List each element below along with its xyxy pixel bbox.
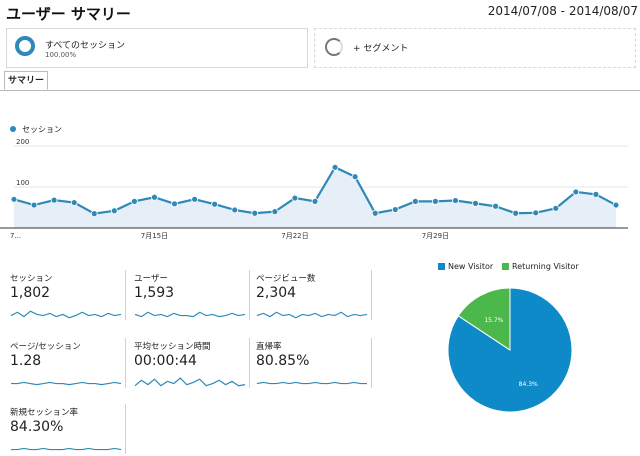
x-tick-label: 7月22日 — [281, 232, 308, 240]
metric-divider — [371, 270, 372, 320]
sessions-point[interactable] — [612, 201, 620, 209]
add-segment-button[interactable]: + セグメント — [314, 28, 636, 68]
y-tick-label: 100 — [16, 179, 29, 187]
metric-sparkline — [134, 377, 246, 387]
new-visitor-legend-swatch — [438, 263, 445, 270]
sessions-area — [14, 167, 616, 228]
x-tick-label: 7月15日 — [141, 232, 168, 240]
sessions-point[interactable] — [251, 209, 259, 217]
sessions-point[interactable] — [30, 201, 38, 209]
segment-all-sessions[interactable]: すべてのセッション 100.00% — [6, 28, 308, 68]
metric-sparkline — [11, 447, 122, 451]
metric-divider — [371, 338, 372, 388]
metric-sparkline — [10, 310, 122, 319]
sessions-point[interactable] — [331, 163, 339, 171]
sessions-point[interactable] — [191, 195, 199, 203]
sessions-point[interactable] — [311, 197, 319, 205]
metric-divider — [125, 270, 126, 320]
sessions-point[interactable] — [472, 200, 479, 207]
metric-label: ユーザー — [134, 274, 168, 284]
sessions-point[interactable] — [110, 207, 118, 215]
metric-sparkline — [11, 381, 122, 386]
metric-label: 直帰率 — [256, 342, 282, 352]
metric-value: 2,304 — [256, 285, 297, 301]
metric-label: 新規セッション率 — [10, 408, 79, 418]
sessions-point[interactable] — [151, 193, 158, 201]
metric-value: 1.28 — [10, 353, 42, 369]
sessions-legend-dot — [10, 126, 16, 132]
sessions-point[interactable] — [70, 199, 78, 206]
sessions-point[interactable] — [231, 206, 239, 214]
returning-visitor-legend: Returning Visitor — [512, 262, 579, 271]
page-title: ユーザー サマリー — [6, 5, 131, 23]
sessions-point[interactable] — [271, 208, 279, 215]
date-range[interactable]: 2014/07/08 - 2014/08/07 — [487, 4, 638, 18]
tab-summary[interactable]: サマリー — [4, 71, 48, 90]
metric-label: ページビュー数 — [256, 274, 316, 284]
sessions-point[interactable] — [171, 200, 178, 208]
sessions-point[interactable] — [90, 210, 98, 218]
metric-sparkline — [134, 311, 246, 318]
sessions-point[interactable] — [411, 197, 419, 205]
sessions-point[interactable] — [10, 195, 18, 203]
metric-value: 1,593 — [134, 285, 175, 301]
metric-value: 84.30% — [10, 419, 64, 435]
new-visitor-legend: New Visitor — [448, 262, 494, 271]
sessions-point[interactable] — [371, 209, 379, 217]
metric-value: 1,802 — [10, 285, 51, 301]
sessions-point[interactable] — [391, 206, 399, 213]
segment-label: すべてのセッション — [45, 41, 126, 51]
metric-label: 平均セッション時間 — [134, 342, 211, 352]
y-tick-label: 200 — [16, 138, 29, 146]
segment-add-icon — [325, 38, 343, 56]
sessions-point[interactable] — [431, 197, 439, 205]
sessions-point[interactable] — [532, 209, 540, 217]
sessions-line-chart: 200 100 7... 7月15日 7月22日 7月29日 — [0, 138, 628, 240]
metric-value: 80.85% — [256, 353, 310, 369]
sessions-point[interactable] — [572, 188, 580, 196]
sessions-point[interactable] — [492, 202, 500, 210]
returning-visitor-legend-swatch — [502, 263, 509, 270]
metric-sparkline — [256, 311, 368, 319]
metric-value: 00:00:44 — [134, 353, 197, 369]
sessions-point[interactable] — [512, 209, 520, 217]
metric-sparkline — [256, 381, 367, 385]
x-tick-label: 7月29日 — [422, 232, 449, 240]
sessions-legend: セッション — [22, 125, 62, 134]
add-segment-label: + セグメント — [353, 44, 409, 54]
sessions-point[interactable] — [592, 190, 600, 198]
x-tick-label: 7... — [10, 232, 21, 240]
sessions-point[interactable] — [50, 196, 58, 204]
metric-divider — [249, 270, 250, 320]
sessions-point[interactable] — [291, 194, 299, 202]
pie-slice-label: 15.7% — [484, 317, 503, 324]
sessions-point[interactable] — [211, 200, 219, 208]
metric-label: セッション — [10, 274, 53, 284]
sessions-point[interactable] — [452, 197, 459, 204]
metric-label: ページ/セッション — [10, 342, 81, 352]
sessions-point[interactable] — [552, 204, 560, 212]
metric-divider — [249, 338, 250, 388]
sessions-point[interactable] — [351, 173, 359, 181]
segment-percent: 100.00% — [45, 51, 77, 59]
metric-divider — [125, 338, 126, 388]
pie-slice-label: 84.3% — [519, 381, 538, 388]
metric-divider — [125, 404, 126, 454]
segment-ring-icon — [15, 36, 35, 56]
pie-slice[interactable] — [457, 287, 511, 351]
sessions-point[interactable] — [130, 197, 138, 205]
visitor-pie-chart: 84.3% 15.7% — [447, 287, 573, 413]
tab-divider — [0, 90, 640, 91]
